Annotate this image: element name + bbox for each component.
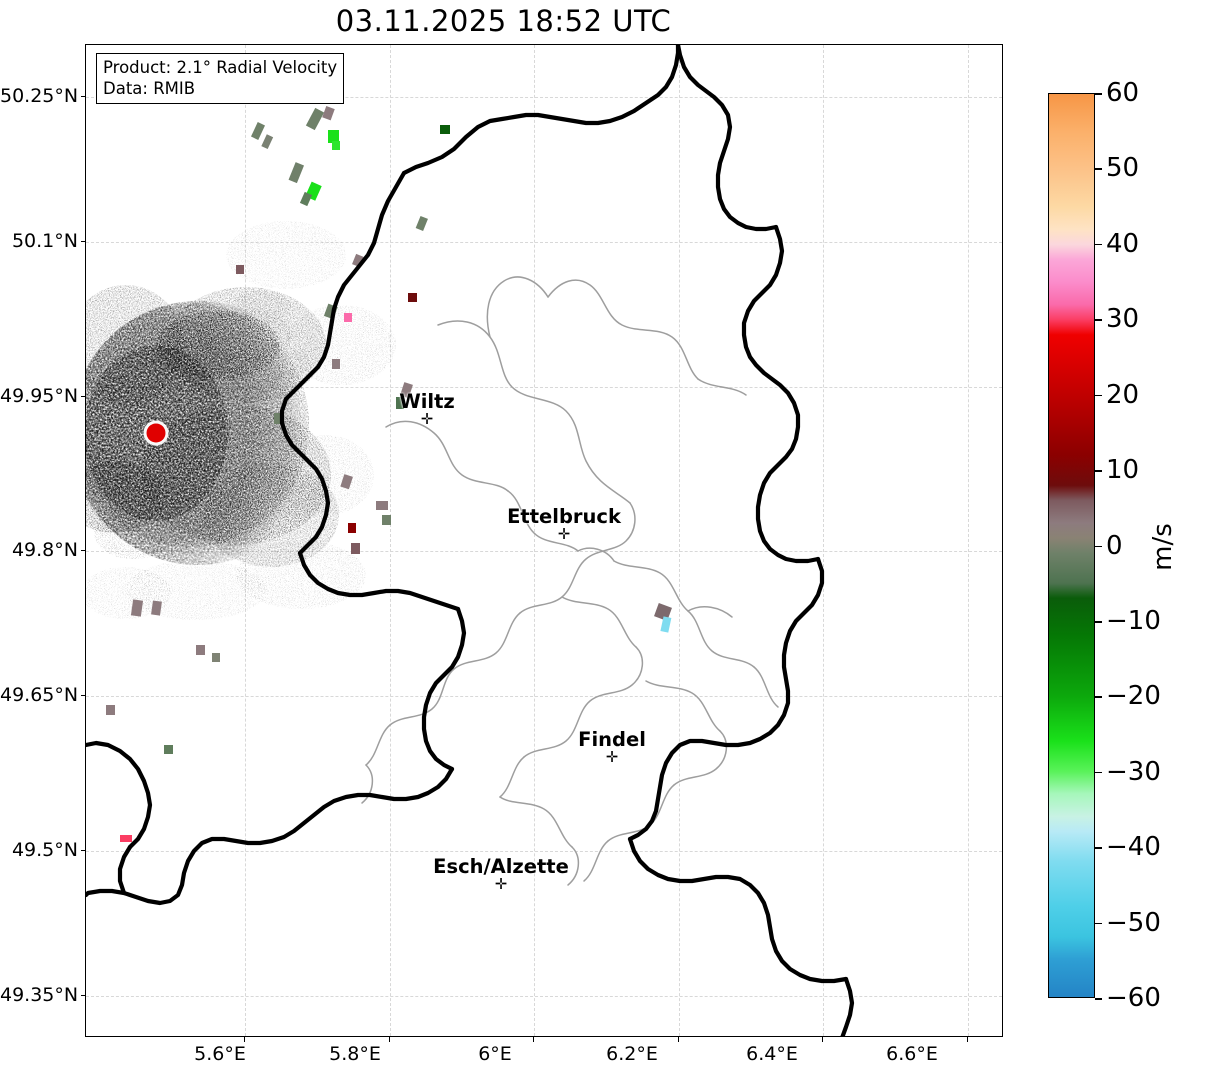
colorbar-tick bbox=[1095, 93, 1102, 95]
colorbar-tick bbox=[1095, 620, 1102, 623]
colorbar-tick-label: 20 bbox=[1106, 379, 1140, 410]
page-title: 03.11.2025 18:52 UTC bbox=[335, 4, 672, 38]
city-marker-icon: ✛ bbox=[420, 410, 434, 428]
x-tick-label: 6°E bbox=[478, 1043, 512, 1065]
radar-echo-layer bbox=[86, 105, 672, 842]
district-borders bbox=[361, 276, 779, 886]
x-tick-label: 5.6°E bbox=[194, 1043, 246, 1065]
city-label-wiltz: Wiltz ✛ bbox=[399, 390, 455, 428]
city-marker-icon: ✛ bbox=[605, 748, 619, 766]
city-label-findel: Findel ✛ bbox=[578, 728, 646, 766]
city-marker-icon: ✛ bbox=[494, 875, 508, 893]
gridline-y bbox=[86, 551, 1002, 553]
data-source-line: Data: RMIB bbox=[103, 79, 196, 99]
radar-site-marker[interactable] bbox=[146, 423, 166, 443]
map-borders-layer bbox=[86, 45, 855, 1036]
gridline-x bbox=[823, 45, 825, 1036]
colorbar-unit-label: m/s bbox=[1148, 523, 1178, 571]
colorbar-tick bbox=[1095, 847, 1102, 849]
colorbar-tick bbox=[1095, 998, 1102, 1000]
y-tick-label: 50.25°N bbox=[0, 85, 79, 107]
gridline-x bbox=[679, 45, 681, 1036]
gridline-y bbox=[86, 996, 1002, 998]
x-tick-label: 6.2°E bbox=[606, 1043, 658, 1065]
y-tick-label: 50.1°N bbox=[11, 230, 78, 252]
y-tick-label: 49.8°N bbox=[11, 539, 78, 561]
colorbar-tick-label: 10 bbox=[1106, 455, 1140, 486]
colorbar-gradient bbox=[1049, 94, 1094, 997]
colorbar-tick-label: 60 bbox=[1106, 78, 1140, 108]
y-tick-label: 49.35°N bbox=[0, 984, 79, 1006]
city-label-ettelbruck: Ettelbruck ✛ bbox=[507, 505, 621, 543]
city-label-esch-alzette: Esch/Alzette ✛ bbox=[433, 855, 569, 893]
colorbar-tick-label: 30 bbox=[1106, 304, 1140, 335]
x-tick-label: 5.8°E bbox=[329, 1043, 381, 1065]
radar-map-plot[interactable]: Wiltz ✛ Ettelbruck ✛ Findel ✛ Esch/Alzet… bbox=[85, 44, 1003, 1037]
y-tick-label: 49.5°N bbox=[11, 839, 78, 861]
gridline-x bbox=[390, 45, 392, 1036]
gridline-x bbox=[534, 45, 536, 1036]
gridline-y bbox=[86, 696, 1002, 698]
colorbar-tick bbox=[1095, 243, 1102, 246]
colorbar-tick-label: −60 bbox=[1106, 983, 1161, 1013]
gridline-y bbox=[86, 242, 1002, 244]
map-canvas: Wiltz ✛ Ettelbruck ✛ Findel ✛ Esch/Alzet… bbox=[86, 45, 1002, 1036]
product-line: Product: 2.1° Radial Velocity bbox=[103, 58, 338, 77]
colorbar[interactable] bbox=[1048, 93, 1095, 998]
x-tick-label: 6.6°E bbox=[886, 1043, 938, 1065]
colorbar-tick-label: 40 bbox=[1106, 228, 1140, 259]
colorbar-tick-label: 0 bbox=[1106, 530, 1123, 561]
national-border bbox=[86, 45, 855, 1036]
colorbar-tick bbox=[1095, 319, 1102, 321]
colorbar-tick bbox=[1095, 545, 1102, 548]
colorbar-tick-label: −30 bbox=[1106, 756, 1161, 787]
colorbar-tick bbox=[1095, 696, 1102, 698]
colorbar-tick-label: −20 bbox=[1106, 681, 1161, 712]
y-tick-label: 49.95°N bbox=[0, 385, 79, 407]
colorbar-tick bbox=[1095, 922, 1102, 925]
gridline-y bbox=[86, 97, 1002, 99]
colorbar-tick bbox=[1095, 470, 1102, 472]
gridline-y bbox=[86, 387, 1002, 389]
city-marker-icon: ✛ bbox=[557, 525, 571, 543]
colorbar-tick bbox=[1095, 394, 1102, 397]
colorbar-tick bbox=[1095, 771, 1102, 774]
echo-fragments bbox=[106, 105, 672, 842]
gridline-y bbox=[86, 851, 1002, 853]
x-tick-label: 6.4°E bbox=[746, 1043, 798, 1065]
colorbar-tick-label: −10 bbox=[1106, 605, 1161, 636]
colorbar-tick-label: 50 bbox=[1106, 153, 1140, 184]
colorbar-tick bbox=[1095, 168, 1102, 170]
colorbar-tick-label: −50 bbox=[1106, 907, 1161, 938]
y-tick-label: 49.65°N bbox=[0, 684, 79, 706]
colorbar-tick-label: −40 bbox=[1106, 832, 1161, 863]
product-info-box: Product: 2.1° Radial Velocity Data: RMIB bbox=[96, 53, 345, 105]
gridline-x bbox=[968, 45, 970, 1036]
